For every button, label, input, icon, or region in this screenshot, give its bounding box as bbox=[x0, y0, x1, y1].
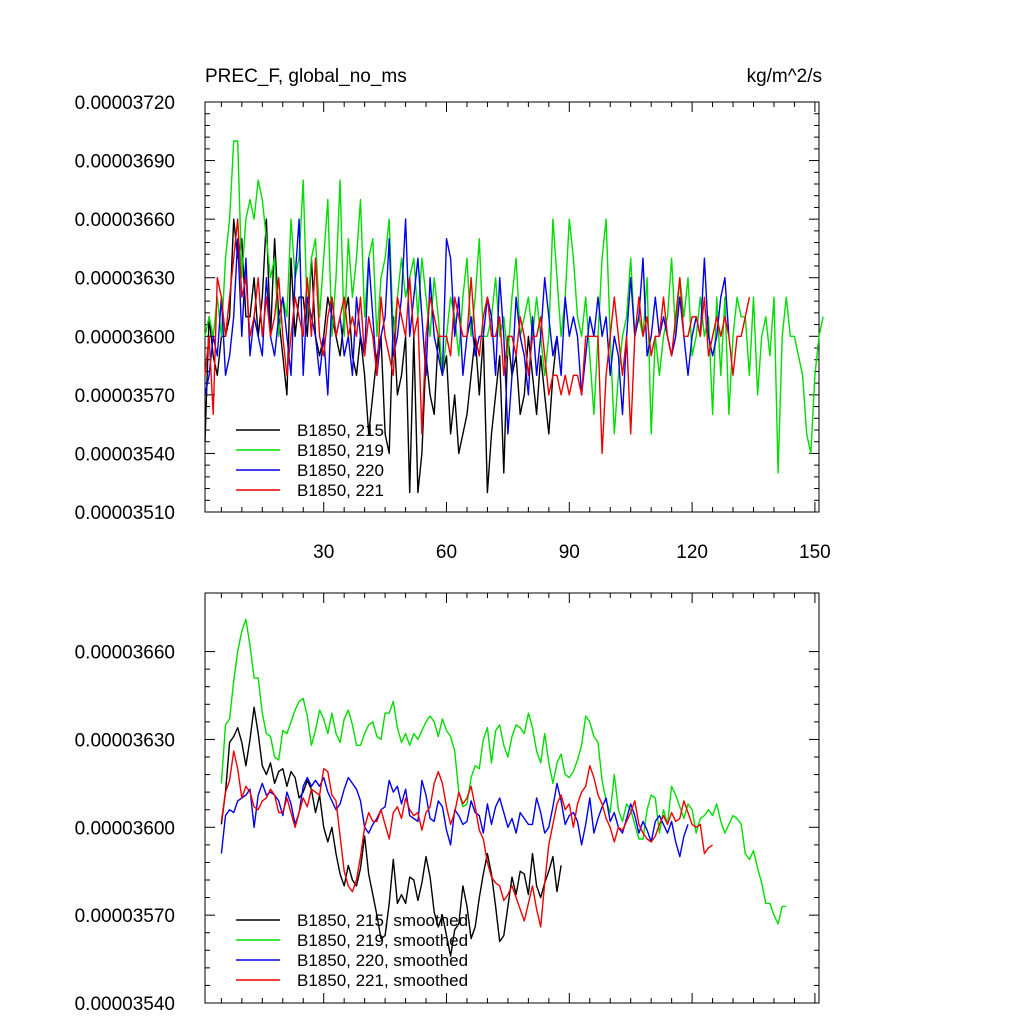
y-tick-label: 0.00003540 bbox=[75, 994, 175, 1015]
bottom-x-axis bbox=[220, 593, 816, 1003]
x-tick-label: 120 bbox=[676, 542, 708, 563]
x-tick-label: 60 bbox=[436, 542, 457, 563]
top-x-axis: 30 60 90 120 150 bbox=[220, 102, 831, 563]
legend-label-215: B1850, 215, smoothed bbox=[297, 911, 468, 930]
y-tick-label: 0.00003540 bbox=[75, 444, 175, 465]
smoothed-series-line-219 bbox=[220, 618, 787, 925]
top-title-right: kg/m^2/s bbox=[747, 66, 822, 87]
y-tick-label: 0.00003600 bbox=[75, 818, 175, 839]
smoothed-series-line-220 bbox=[220, 776, 689, 858]
bottom-y-axis: 0.00003540 0.00003570 0.00003600 0.00003630… bbox=[75, 643, 819, 1015]
y-tick-label: 0.00003630 bbox=[75, 269, 175, 290]
top-title-left: PREC_F, global_no_ms bbox=[205, 66, 407, 87]
top-series-group bbox=[204, 140, 824, 494]
bottom-plot-frame bbox=[204, 592, 820, 1004]
series-line-219 bbox=[204, 140, 824, 474]
legend-label-221: B1850, 221, smoothed bbox=[297, 971, 468, 990]
legend-label-219: B1850, 219 bbox=[297, 441, 384, 460]
top-y-axis: 0.00003510 0.00003540 0.00003570 0.00003600… bbox=[75, 93, 819, 524]
y-tick-label: 0.00003630 bbox=[75, 730, 175, 751]
smoothed-series-line-215 bbox=[220, 706, 562, 957]
legend-label-220: B1850, 220, smoothed bbox=[297, 951, 468, 970]
y-tick-label: 0.00003660 bbox=[75, 210, 175, 231]
y-tick-label: 0.00003570 bbox=[75, 386, 175, 407]
y-tick-label: 0.00003600 bbox=[75, 327, 175, 348]
bottom-panel: 0.00003540 0.00003570 0.00003600 0.00003630… bbox=[75, 592, 820, 1015]
y-tick-label: 0.00003510 bbox=[75, 503, 175, 524]
x-tick-label: 30 bbox=[313, 542, 334, 563]
x-tick-label: 150 bbox=[799, 542, 831, 563]
top-plot-frame bbox=[204, 101, 820, 513]
y-tick-label: 0.00003720 bbox=[75, 93, 175, 114]
series-line-221 bbox=[204, 218, 751, 455]
legend-label-221: B1850, 221 bbox=[297, 481, 384, 500]
y-tick-label: 0.00003570 bbox=[75, 906, 175, 927]
y-tick-label: 0.00003690 bbox=[75, 152, 175, 173]
legend-label-220: B1850, 220 bbox=[297, 461, 384, 480]
smoothed-series-line-221 bbox=[220, 750, 714, 928]
y-tick-label: 0.00003660 bbox=[75, 643, 175, 664]
legend-label-215: B1850, 215 bbox=[297, 421, 384, 440]
top-panel: PREC_F, global_no_ms kg/m^2/s 0.00003510… bbox=[75, 66, 831, 563]
bottom-series-group bbox=[220, 618, 787, 957]
legend-label-219: B1850, 219, smoothed bbox=[297, 931, 468, 950]
x-tick-label: 90 bbox=[559, 542, 580, 563]
